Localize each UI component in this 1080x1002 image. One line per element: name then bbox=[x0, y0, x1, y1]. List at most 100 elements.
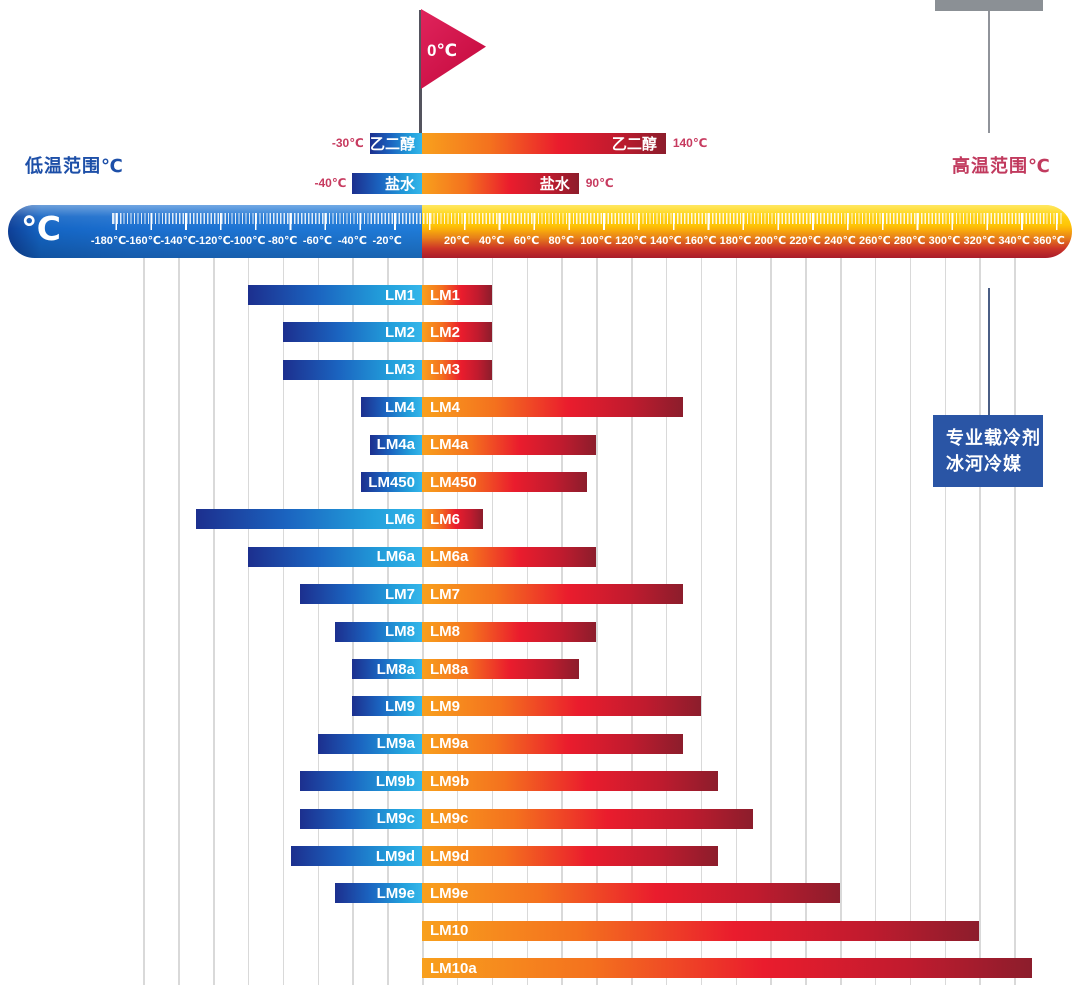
product-warm-segment-label: LM3 bbox=[430, 361, 460, 379]
product-cold-segment-label: LM9c bbox=[376, 810, 415, 828]
temperature-ruler: ℃ bbox=[8, 205, 1072, 258]
product-cold-segment-label: LM450 bbox=[368, 473, 415, 491]
ruler-major-ticks bbox=[111, 213, 1063, 230]
product-cold-segment-label: LM6 bbox=[384, 510, 415, 528]
high-range-pointer-line bbox=[988, 11, 990, 133]
grid-line bbox=[805, 258, 807, 985]
product-warm-segment: LM7 bbox=[422, 584, 684, 605]
axis-tick-label: -40℃ bbox=[337, 235, 367, 247]
product-bar: LM4 LM4 bbox=[0, 397, 1080, 418]
product-cold-segment: LM9a bbox=[317, 733, 422, 754]
product-bar: LM9a LM9a bbox=[0, 733, 1080, 754]
axis-tick-label: 240℃ bbox=[824, 235, 856, 247]
product-warm-segment-label: LM6 bbox=[430, 510, 460, 528]
axis-tick-label: 300℃ bbox=[928, 235, 961, 247]
product-warm-segment: LM4a bbox=[422, 434, 597, 455]
grid-line bbox=[909, 258, 912, 985]
product-cold-segment: LM450 bbox=[361, 472, 422, 492]
product-cold-segment: LM6a bbox=[247, 546, 422, 567]
reference-warm-segment: 盐水 bbox=[422, 173, 579, 194]
product-bar: LM1 LM1 bbox=[0, 285, 1080, 305]
reference-warm-segment: 乙二醇 bbox=[422, 133, 666, 154]
grid-line bbox=[526, 258, 528, 985]
low-range-title: 低温范围℃ bbox=[25, 156, 124, 176]
product-cold-segment-label: LM4a bbox=[376, 436, 415, 454]
product-cold-segment: LM8 bbox=[334, 621, 422, 642]
axis-tick-label: -160℃ bbox=[125, 235, 161, 247]
product-warm-segment-label: LM8 bbox=[430, 623, 460, 641]
product-warm-segment-label: LM9 bbox=[430, 697, 460, 715]
grid-line bbox=[944, 258, 946, 985]
axis-tick-label: -180℃ bbox=[90, 235, 127, 247]
grid-line bbox=[979, 258, 981, 985]
product-cold-segment: LM9b bbox=[300, 771, 422, 792]
reference-bar: 盐水 盐水 -40℃ 90℃ bbox=[0, 173, 1080, 194]
product-cold-segment: LM3 bbox=[282, 359, 422, 380]
product-warm-segment: LM9c bbox=[422, 808, 753, 829]
axis-tick-label: -120℃ bbox=[195, 235, 231, 247]
grid-line bbox=[874, 258, 877, 985]
grid-line bbox=[422, 258, 424, 985]
product-warm-segment: LM450 bbox=[422, 472, 588, 492]
product-warm-segment-label: LM1 bbox=[430, 286, 460, 304]
product-bar: LM6a LM6a bbox=[0, 546, 1080, 567]
product-warm-segment-label: LM4a bbox=[430, 436, 469, 454]
product-cold-segment-label: LM6a bbox=[376, 548, 415, 566]
product-warm-segment-label: LM7 bbox=[430, 585, 460, 603]
product-bar: LM9b LM9b bbox=[0, 771, 1080, 792]
product-cold-segment-label: LM9a bbox=[376, 735, 415, 753]
grid-line bbox=[631, 258, 633, 985]
product-cold-segment-label: LM4 bbox=[384, 398, 415, 416]
product-warm-segment: LM4 bbox=[422, 397, 684, 418]
grid-line bbox=[317, 258, 319, 985]
axis-tick-label: 280℃ bbox=[893, 235, 926, 247]
zero-flag-label: 0℃ bbox=[427, 41, 458, 60]
axis-tick-label: 100℃ bbox=[580, 235, 612, 247]
product-bar: LM10a bbox=[0, 958, 1080, 979]
axis-tick-label: 160℃ bbox=[684, 235, 717, 247]
grid-line bbox=[700, 258, 703, 985]
axis-tick-label: -100℃ bbox=[230, 235, 266, 247]
grid-line bbox=[1014, 258, 1016, 985]
product-warm-segment: LM9b bbox=[422, 771, 719, 792]
product-bar: LM9d LM9d bbox=[0, 846, 1080, 866]
grid-line bbox=[178, 258, 180, 985]
product-warm-segment: LM10a bbox=[422, 958, 1032, 979]
grid-line bbox=[840, 258, 842, 985]
product-bar: LM7 LM7 bbox=[0, 584, 1080, 605]
product-bar: LM8a LM8a bbox=[0, 659, 1080, 679]
grid-line bbox=[561, 258, 563, 985]
axis-tick-label: 120℃ bbox=[615, 235, 647, 247]
product-warm-segment: LM6a bbox=[422, 546, 597, 567]
axis-tick-label: 80℃ bbox=[548, 235, 575, 247]
axis-tick-label: 20℃ bbox=[444, 235, 470, 247]
grid-line bbox=[282, 258, 285, 985]
product-bar: LM6 LM6 bbox=[0, 509, 1080, 530]
axis-tick-label: 340℃ bbox=[998, 235, 1030, 247]
product-bar: LM3 LM3 bbox=[0, 359, 1080, 380]
product-cold-segment: LM8a bbox=[352, 659, 422, 679]
product-warm-segment-label: LM9d bbox=[430, 847, 470, 865]
product-bar: LM9e LM9e bbox=[0, 883, 1080, 904]
axis-tick-label: 260℃ bbox=[858, 235, 891, 247]
grid-line bbox=[456, 258, 459, 985]
product-warm-segment-label: LM9a bbox=[430, 735, 469, 753]
axis-tick-label: -80℃ bbox=[268, 235, 298, 247]
grid-line bbox=[596, 258, 598, 985]
product-cold-segment-label: LM9b bbox=[375, 772, 415, 790]
reference-warm-segment-label: 乙二醇 bbox=[611, 136, 657, 153]
product-cold-segment: LM4 bbox=[361, 397, 422, 418]
axis-tick-label: -60℃ bbox=[302, 235, 333, 247]
axis-tick-label: 180℃ bbox=[719, 235, 752, 247]
grid-line bbox=[491, 258, 494, 985]
product-warm-segment: LM10 bbox=[422, 920, 980, 941]
reference-max-label: 90℃ bbox=[585, 176, 614, 190]
reference-cold-segment-label: 盐水 bbox=[384, 176, 415, 193]
product-warm-segment-label: LM9e bbox=[430, 884, 469, 902]
degree-symbol: ℃ bbox=[21, 210, 61, 247]
product-warm-segment: LM9d bbox=[422, 846, 719, 866]
product-cold-segment: LM4a bbox=[369, 434, 422, 455]
product-warm-segment-label: LM4 bbox=[430, 398, 460, 416]
reference-min-label: -30℃ bbox=[331, 136, 364, 150]
